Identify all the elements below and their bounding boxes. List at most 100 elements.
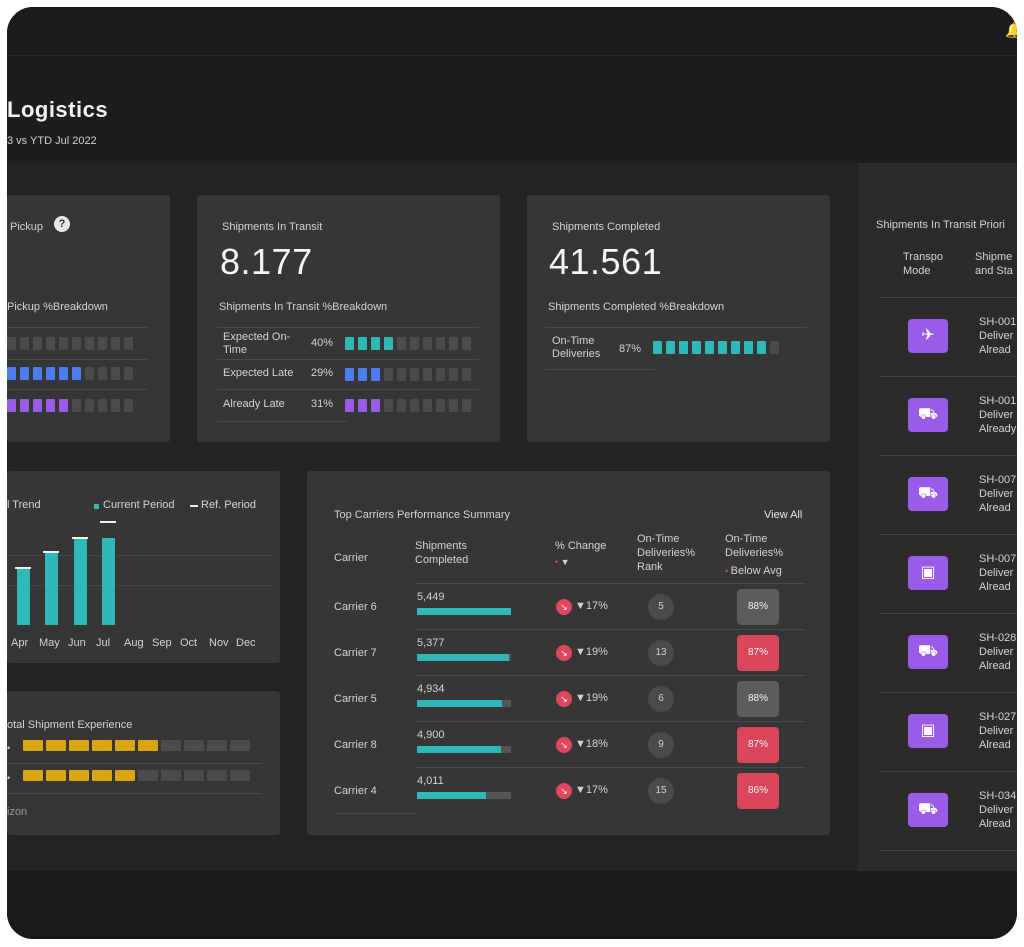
- shipments-bar: [417, 792, 511, 799]
- bar-segment-empty: [410, 399, 419, 412]
- bar-segment-empty: [423, 399, 432, 412]
- col-header-ontime[interactable]: On-Time Deliveries%: [725, 533, 784, 559]
- bar-segment-filled: [33, 399, 42, 412]
- shipment-status: Alread: [979, 739, 1011, 751]
- col-header-carrier[interactable]: Carrier: [334, 552, 368, 564]
- bar-segment-empty: [72, 337, 81, 350]
- bar-segment-empty: [59, 337, 68, 350]
- bar-segment-filled: [46, 740, 66, 751]
- below-avg-legend: Below Avg: [730, 565, 782, 577]
- bar-segment-empty: [72, 399, 81, 412]
- bar-segment-empty: [161, 770, 181, 781]
- row-divider: [335, 813, 417, 814]
- top-bar: 🔔: [7, 7, 1017, 56]
- priority-panel: [858, 163, 1017, 871]
- bell-icon[interactable]: 🔔: [1005, 22, 1017, 39]
- bar-segment-filled: [345, 337, 354, 350]
- trend-card-title: l Trend: [7, 499, 41, 511]
- shipments-value: 4,934: [417, 683, 445, 695]
- shipments-bar: [417, 608, 511, 615]
- legend-ref-label[interactable]: Ref. Period: [201, 499, 257, 511]
- carrier-name[interactable]: Carrier 4: [334, 785, 377, 797]
- bar-segment-filled: [358, 337, 367, 350]
- change-value: ▼17%: [575, 784, 608, 796]
- legend-current-label[interactable]: Current Period: [103, 499, 175, 511]
- shipment-status: Alread: [979, 502, 1011, 514]
- bar-segment-empty: [184, 770, 204, 781]
- shipment-id[interactable]: SH-034: [979, 790, 1017, 802]
- shipment-status: Deliver: [979, 646, 1014, 658]
- gridline: [7, 585, 272, 586]
- completed-row-bar: [653, 341, 803, 354]
- bar-segment-filled: [7, 399, 16, 412]
- row-divider: [415, 675, 805, 676]
- row-divider: [880, 297, 1017, 298]
- shipment-id[interactable]: SH-001: [979, 316, 1017, 328]
- trend-bar[interactable]: [102, 538, 115, 625]
- dashboard-frame: 🔔 Logistics 3 vs YTD Jul 2022 Pickup ? P…: [7, 7, 1017, 939]
- trend-bar[interactable]: [45, 552, 58, 625]
- bar-segment-empty: [111, 399, 120, 412]
- experience-card: otal Shipment Experience • • izon: [7, 691, 280, 835]
- carrier-name[interactable]: Carrier 6: [334, 601, 377, 613]
- col-header-change[interactable]: % Change: [555, 540, 607, 552]
- col-header-shipments[interactable]: Shipments Completed: [415, 540, 469, 566]
- bar-segment-filled: [653, 341, 662, 354]
- bar-segment-filled: [679, 341, 688, 354]
- carrier-name[interactable]: Carrier 8: [334, 739, 377, 751]
- experience-row-bar: [23, 770, 263, 783]
- bar-segment-empty: [462, 337, 471, 350]
- carrier-name[interactable]: Carrier 7: [334, 647, 377, 659]
- down-arrow-icon: ↘: [556, 645, 572, 661]
- row-divider: [880, 455, 1017, 456]
- shipment-id[interactable]: SH-007: [979, 474, 1017, 486]
- bar-segment-filled: [384, 337, 393, 350]
- change-value: ▼18%: [575, 738, 608, 750]
- bar-segment-filled: [345, 368, 354, 381]
- bar-segment-empty: [410, 337, 419, 350]
- col-header-mode[interactable]: Transpo Mode: [903, 251, 943, 277]
- bar-segment-filled: [138, 740, 158, 751]
- shipment-id[interactable]: SH-027: [979, 711, 1017, 723]
- shipment-id[interactable]: SH-028: [979, 632, 1017, 644]
- rank-badge: 15: [648, 778, 674, 804]
- bar-segment-empty: [111, 337, 120, 350]
- bar-segment-empty: [33, 337, 42, 350]
- bar-segment-empty: [85, 399, 94, 412]
- gridline: [7, 555, 272, 556]
- down-arrow-icon: ↘: [556, 691, 572, 707]
- col-header-shipment[interactable]: Shipme and Sta: [975, 251, 1013, 277]
- trend-bar[interactable]: [74, 538, 87, 625]
- bar-segment-empty: [436, 368, 445, 381]
- row-divider: [880, 376, 1017, 377]
- bar-segment-empty: [138, 770, 158, 781]
- bar-segment-filled: [33, 367, 42, 380]
- bar-segment-filled: [115, 740, 135, 751]
- shipment-id[interactable]: SH-001: [979, 395, 1017, 407]
- bar-segment-filled: [46, 367, 55, 380]
- col-header-rank[interactable]: On-Time Deliveries% Rank: [637, 533, 696, 573]
- bar-segment-empty: [85, 337, 94, 350]
- transit-breakdown-label: Shipments In Transit %Breakdown: [219, 301, 388, 313]
- shipment-id[interactable]: SH-007: [979, 553, 1017, 565]
- bar-segment-empty: [384, 399, 393, 412]
- transit-row-label: Expected Late: [223, 367, 294, 379]
- bar-segment-empty: [85, 367, 94, 380]
- trend-bar[interactable]: [17, 567, 30, 625]
- carrier-name[interactable]: Carrier 5: [334, 693, 377, 705]
- shipments-bar: [417, 700, 511, 707]
- bar-segment-filled: [92, 770, 112, 781]
- help-icon[interactable]: ?: [54, 216, 70, 232]
- row-divider: [880, 771, 1017, 772]
- pickup-breakdown-label: Pickup %Breakdown: [7, 301, 108, 313]
- pickup-row-bar: [7, 337, 147, 350]
- footer-bar: [7, 871, 1017, 939]
- completed-card-title: Shipments Completed: [552, 221, 661, 233]
- x-tick-label: Jul: [96, 637, 111, 649]
- row-divider: [880, 613, 1017, 614]
- bar-segment-filled: [358, 368, 367, 381]
- view-all-link[interactable]: View All: [764, 509, 803, 521]
- row-divider: [415, 767, 805, 768]
- shipment-status: Deliver: [979, 488, 1014, 500]
- train-icon: ▣: [908, 714, 948, 748]
